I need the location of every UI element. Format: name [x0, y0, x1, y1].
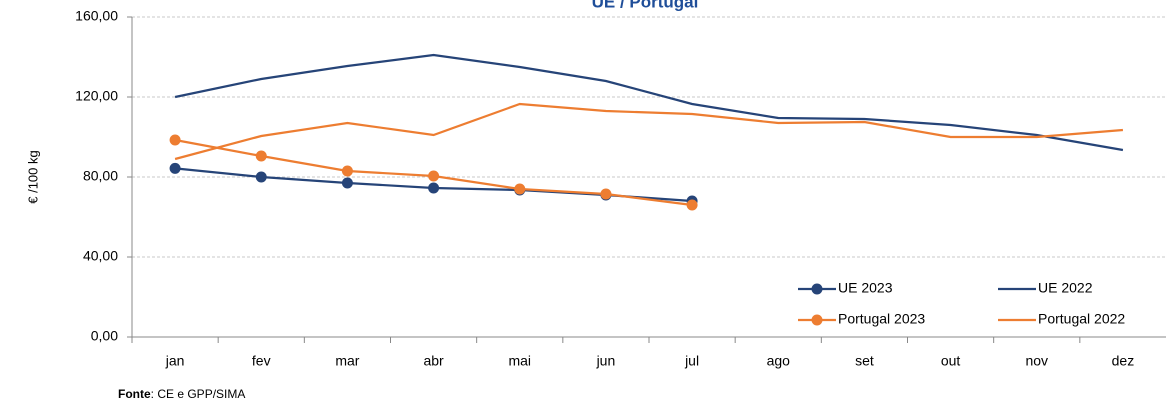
x-tick-label: jul: [684, 353, 699, 369]
point: [428, 182, 440, 194]
series-line: [174, 102, 1124, 161]
source-text: : CE e GPP/SIMA: [151, 387, 246, 401]
legend-marker: [811, 314, 823, 326]
source: Fonte: CE e GPP/SIMA: [118, 387, 245, 401]
legend-label: UE 2023: [838, 280, 893, 296]
point: [341, 177, 353, 189]
series-line: [174, 53, 1124, 152]
x-tick-label: mar: [335, 353, 359, 369]
point: [514, 183, 526, 195]
x-tick-label: dez: [1112, 353, 1135, 369]
point: [428, 170, 440, 182]
point: [600, 188, 612, 200]
point: [169, 134, 181, 146]
point: [341, 165, 353, 177]
x-tick-label: ago: [767, 353, 791, 369]
y-tick-label: 120,00: [75, 88, 118, 104]
x-tick-label: mai: [508, 353, 531, 369]
point: [686, 199, 698, 211]
x-tick-label: set: [855, 353, 874, 369]
x-tick-label: jun: [596, 353, 616, 369]
chart-title: UE / Portugal: [592, 0, 699, 11]
y-tick-label: 0,00: [91, 328, 118, 344]
legend-marker: [811, 283, 823, 295]
x-tick-label: jan: [165, 353, 185, 369]
y-tick-label: 80,00: [83, 168, 118, 184]
source-label: Fonte: [118, 387, 151, 401]
legend-label: Portugal 2022: [1038, 311, 1125, 327]
legend-label: Portugal 2023: [838, 311, 925, 327]
x-tick-label: fev: [252, 353, 271, 369]
x-tick-label: abr: [423, 353, 444, 369]
point: [255, 171, 267, 183]
x-tick-label: out: [941, 353, 961, 369]
y-axis-label: € /100 kg: [25, 150, 40, 204]
legend-label: UE 2022: [1038, 280, 1093, 296]
point: [255, 150, 267, 162]
y-tick-label: 40,00: [83, 248, 118, 264]
y-tick-label: 160,00: [75, 8, 118, 24]
point: [169, 162, 181, 174]
x-tick-label: nov: [1025, 353, 1048, 369]
